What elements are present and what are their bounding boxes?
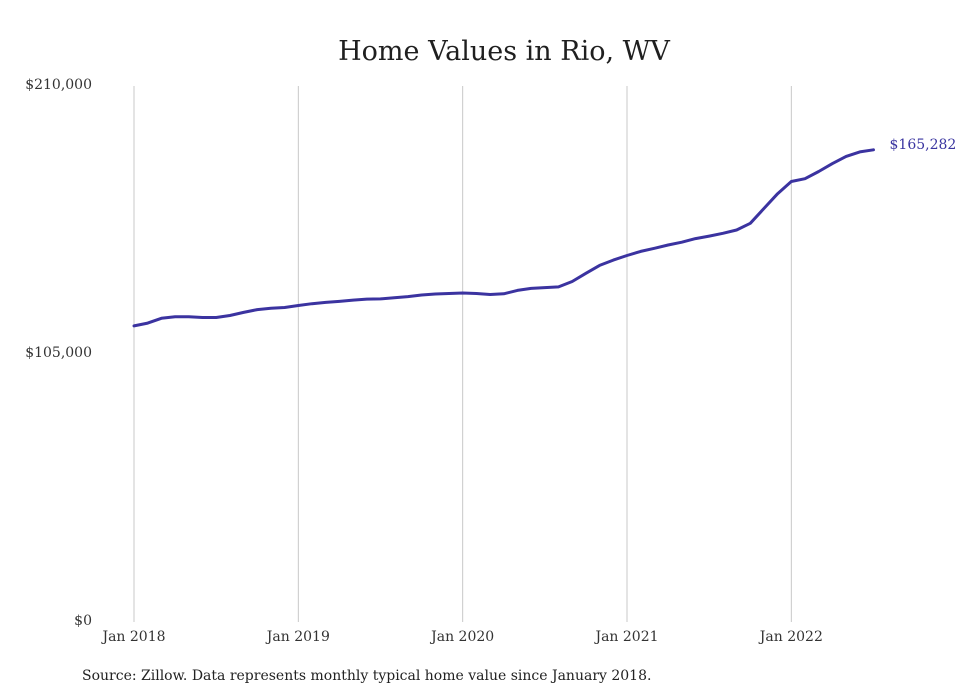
y-tick-label: $105,000 bbox=[25, 345, 92, 361]
y-axis-ticks: $0 $105,000 $210,000 bbox=[25, 77, 92, 629]
x-tick-label: Jan 2018 bbox=[100, 629, 165, 645]
source-note: Source: Zillow. Data represents monthly … bbox=[82, 668, 652, 684]
x-tick-label: Jan 2021 bbox=[593, 629, 658, 645]
x-tick-label: Jan 2019 bbox=[265, 629, 330, 645]
x-tick-label: Jan 2020 bbox=[429, 629, 494, 645]
chart-title: Home Values in Rio, WV bbox=[338, 36, 670, 67]
gridlines bbox=[133, 86, 792, 622]
x-tick-label: Jan 2022 bbox=[758, 629, 823, 645]
y-tick-label: $210,000 bbox=[25, 77, 92, 93]
series-layer: $165,282 bbox=[132, 137, 957, 328]
end-value-label: $165,282 bbox=[890, 137, 957, 153]
y-tick-label: $0 bbox=[74, 613, 92, 629]
x-axis-ticks: Jan 2018 Jan 2019 Jan 2020 Jan 2021 Jan 2022 bbox=[100, 629, 822, 645]
series-line-0 bbox=[132, 148, 875, 328]
